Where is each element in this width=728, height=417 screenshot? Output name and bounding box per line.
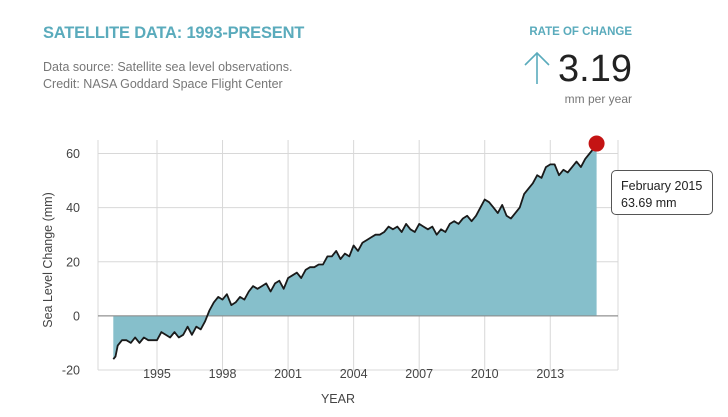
y-tick-label: 0 (73, 309, 80, 323)
rate-of-change-unit: mm per year (564, 92, 632, 106)
sea-level-area (113, 143, 597, 360)
y-tick-label: 20 (66, 255, 80, 269)
data-source-line: Data source: Satellite sea level observa… (43, 60, 293, 74)
x-tick-label: 1998 (209, 367, 237, 381)
y-tick-label: 60 (66, 147, 80, 161)
data-source-credit: Data source: Satellite sea level observa… (43, 59, 292, 93)
sea-level-line (112, 143, 598, 360)
rate-of-change-label: RATE OF CHANGE (529, 26, 632, 38)
x-tick-label: 1995 (143, 367, 171, 381)
area-layer (98, 135, 618, 360)
x-tick-label: 2010 (471, 367, 499, 381)
tick-labels: 1995 1998 2001 2004 2007 2010 2013 -20 0 20 40 60 (62, 147, 564, 381)
x-tick-label: 2013 (536, 367, 564, 381)
y-axis-title: Sea Level Change (mm) (41, 192, 55, 327)
credit-line: Credit: NASA Goddard Space Flight Center (43, 77, 283, 91)
x-tick-label: 2007 (405, 367, 433, 381)
x-tick-label: 2001 (274, 367, 302, 381)
page-title: SATELLITE DATA: 1993-PRESENT (43, 24, 305, 42)
rate-of-change-value: 3.19 (558, 48, 632, 90)
x-axis-title: YEAR (321, 392, 355, 406)
y-tick-label: -20 (62, 364, 80, 378)
latest-value-marker[interactable] (588, 135, 605, 152)
data-tooltip: February 2015 63.69 mm (611, 170, 713, 215)
tooltip-value: 63.69 mm (621, 196, 677, 210)
tooltip-date: February 2015 (621, 179, 703, 193)
arrow-up-icon (524, 51, 550, 84)
y-tick-label: 40 (66, 201, 80, 215)
x-tick-label: 2004 (340, 367, 368, 381)
